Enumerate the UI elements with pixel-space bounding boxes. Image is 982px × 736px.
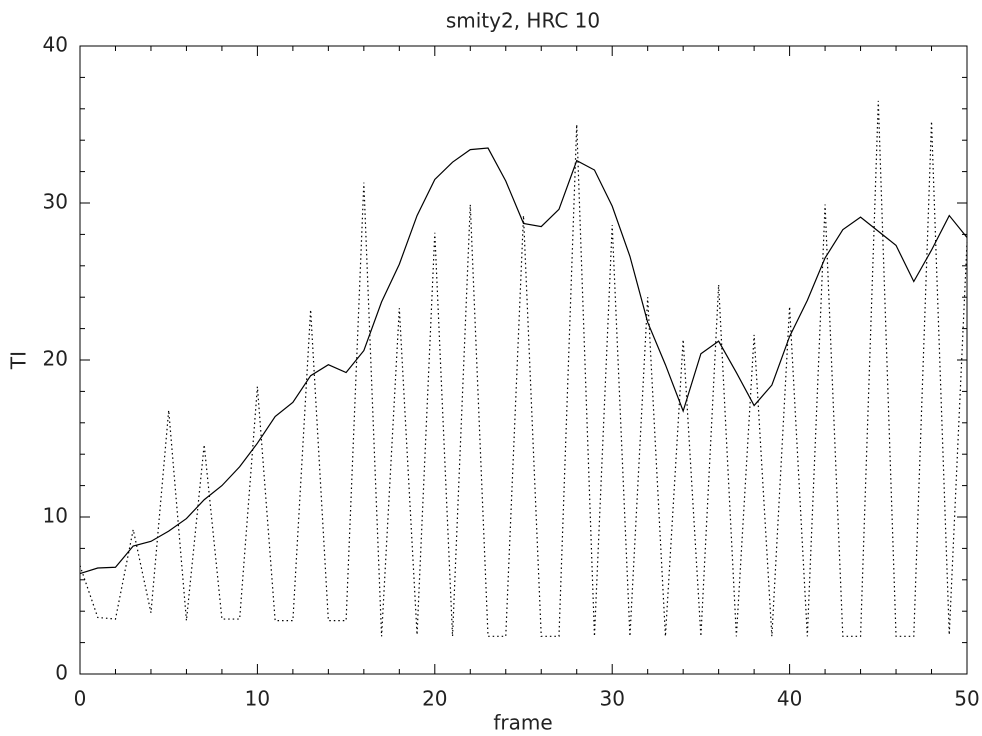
y-tick-label: 40 bbox=[43, 33, 68, 57]
chart-title: smity2, HRC 10 bbox=[446, 9, 600, 33]
x-tick-label: 10 bbox=[245, 687, 270, 711]
y-tick-label: 20 bbox=[43, 347, 68, 371]
data-line bbox=[79, 147, 968, 575]
x-axis-label: frame bbox=[493, 711, 552, 735]
y-tick-label: 10 bbox=[43, 504, 68, 528]
y-tick-label: 0 bbox=[55, 661, 68, 685]
data-line bbox=[79, 100, 968, 637]
x-tick-label: 50 bbox=[954, 687, 979, 711]
x-tick-label: 40 bbox=[777, 687, 802, 711]
x-tick-label: 20 bbox=[422, 687, 447, 711]
x-tick-label: 30 bbox=[599, 687, 624, 711]
y-axis-label: TI bbox=[7, 351, 31, 370]
y-tick-label: 30 bbox=[43, 190, 68, 214]
plot-frame bbox=[79, 45, 968, 675]
x-tick-label: 0 bbox=[74, 687, 87, 711]
